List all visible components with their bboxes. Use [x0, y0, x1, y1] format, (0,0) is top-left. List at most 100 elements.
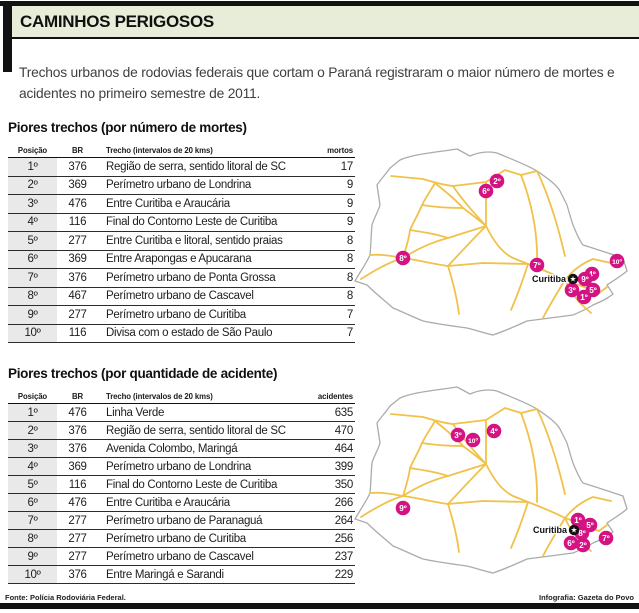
- cell-pos: 7º: [8, 511, 57, 530]
- highway-line: [510, 263, 529, 311]
- curitiba-star-icon: [568, 524, 580, 536]
- rank-marker: [395, 250, 411, 266]
- table-row: 6º 476 Entre Curitiba e Araucária 266: [8, 493, 355, 512]
- table-row: 10º 376 Entre Maringá e Sarandi 229: [8, 565, 355, 584]
- cell-trecho: Entre Curitiba e Araucária: [98, 194, 312, 214]
- rank-marker: [598, 530, 614, 546]
- highway-line: [564, 496, 612, 519]
- rank-marker-label: 8º: [578, 529, 586, 538]
- table-row: 1º 476 Linha Verde 635: [8, 403, 355, 422]
- highway-line: [536, 408, 566, 495]
- cell-pos: 1º: [8, 157, 57, 177]
- rank-marker: [486, 423, 502, 439]
- cell-num: 256: [312, 529, 355, 548]
- cell-pos: 6º: [8, 250, 57, 269]
- cell-pos: 10º: [8, 565, 57, 584]
- column-header-acidentes: acidentes: [312, 392, 355, 404]
- table-row: 1º 376 Região de serra, sentido litoral de…: [8, 157, 355, 177]
- cell-trecho: Entre Arapongas e Apucarana: [98, 250, 312, 269]
- title-band: CAMINHOS PERIGOSOS: [12, 6, 639, 37]
- cell-pos: 10º: [8, 324, 57, 343]
- highway-line: [402, 182, 436, 259]
- rank-marker-label: 6º: [567, 539, 575, 548]
- accidents-table-header: Posição BR Trecho (intervalos de 20 kms)…: [8, 392, 355, 404]
- table-row: 2º 369 Perímetro urbano de Londrina 9: [8, 176, 355, 195]
- cell-br: 369: [57, 250, 98, 269]
- cell-pos: 3º: [8, 194, 57, 214]
- cell-br: 476: [57, 403, 98, 422]
- table-row: 3º 476 Entre Curitiba e Araucária 9: [8, 194, 355, 214]
- table-row: 3º 376 Avenida Colombo, Maringá 464: [8, 439, 355, 458]
- rank-marker: [450, 427, 466, 443]
- rank-marker: [465, 432, 481, 448]
- title-underline: [12, 37, 639, 39]
- star-glyph: ★: [570, 275, 577, 284]
- rank-marker: [609, 253, 625, 269]
- cell-num: 8: [312, 268, 355, 288]
- highway-line: [520, 174, 538, 265]
- cell-trecho: Perímetro urbano de Curitiba: [98, 305, 312, 325]
- cell-br: 116: [57, 324, 98, 343]
- table-row: 7º 376 Perímetro urbano de Ponta Grossa 8: [8, 268, 355, 288]
- rank-marker-label: 3º: [454, 431, 462, 440]
- cell-br: 277: [57, 511, 98, 530]
- cell-trecho: Entre Curitiba e Araucária: [98, 493, 312, 512]
- cell-br: 376: [57, 157, 98, 177]
- rank-marker-label: 10º: [468, 438, 478, 445]
- cell-pos: 7º: [8, 268, 57, 288]
- cell-trecho: Divisa com o estado de São Paulo: [98, 324, 312, 343]
- column-header-posicao: Posição: [8, 392, 57, 404]
- table-row: 4º 369 Perímetro urbano de Londrina 399: [8, 457, 355, 476]
- cell-pos: 4º: [8, 457, 57, 476]
- rank-marker-label: 1º: [574, 516, 582, 525]
- highway-line: [510, 501, 529, 549]
- highway-line: [421, 442, 464, 447]
- bottom-rule: [0, 603, 639, 609]
- deaths-table-title: Piores trechos (por número de mortes): [8, 120, 247, 135]
- curitiba-label: Curitiba: [532, 274, 567, 284]
- rank-marker: [570, 512, 586, 528]
- table-row: 9º 277 Perímetro urbano de Cascavel 237: [8, 547, 355, 566]
- star-glyph: ★: [571, 526, 578, 535]
- rank-marker: [576, 289, 592, 305]
- highway-line: [598, 286, 608, 294]
- rank-marker-label: 5º: [586, 521, 594, 530]
- cell-pos: 4º: [8, 213, 57, 232]
- credit-note: Infografia: Gazeta do Povo: [538, 593, 634, 602]
- rank-marker: [395, 500, 411, 516]
- highway-line: [409, 467, 449, 477]
- page-title: CAMINHOS PERIGOSOS: [20, 12, 214, 31]
- cell-num: 229: [312, 565, 355, 584]
- rank-marker-label: 9º: [581, 275, 589, 284]
- rank-marker-label: 3º: [568, 286, 576, 295]
- cell-num: 17: [312, 157, 355, 177]
- cell-br: 376: [57, 439, 98, 458]
- cell-br: 376: [57, 565, 98, 584]
- cell-br: 376: [57, 421, 98, 440]
- cell-br: 467: [57, 287, 98, 306]
- highway-line: [402, 420, 436, 497]
- table-row: 8º 277 Perímetro urbano de Curitiba 256: [8, 529, 355, 548]
- table-row: 2º 376 Região de serra, sentido litoral de…: [8, 421, 355, 440]
- source-note: Fonte: Polícia Rodoviária Federal.: [5, 593, 126, 602]
- cell-pos: 9º: [8, 547, 57, 566]
- curitiba-label: Curitiba: [533, 525, 568, 535]
- highway-line: [598, 524, 608, 532]
- cell-trecho: Perímetro urbano de Cascavel: [98, 287, 312, 306]
- deaths-map: 2º 6º 8º 7º 10º 4º 9º 3º 5º 1º ★ Curitiba: [353, 146, 635, 352]
- column-header-br: BR: [57, 146, 98, 158]
- cell-num: 8: [312, 287, 355, 306]
- cell-trecho: Linha Verde: [98, 403, 312, 422]
- highway-line: [447, 463, 487, 505]
- cell-pos: 9º: [8, 305, 57, 325]
- rank-marker-label: 9º: [399, 504, 407, 513]
- cell-br: 116: [57, 213, 98, 232]
- table-row: 6º 369 Entre Arapongas e Apucarana 8: [8, 250, 355, 269]
- highway-line: [447, 503, 460, 553]
- cell-trecho: Perímetro urbano de Curitiba: [98, 529, 312, 548]
- cell-br: 277: [57, 305, 98, 325]
- highway-line: [542, 517, 566, 557]
- cell-br: 277: [57, 547, 98, 566]
- rank-marker-label: 1º: [580, 293, 588, 302]
